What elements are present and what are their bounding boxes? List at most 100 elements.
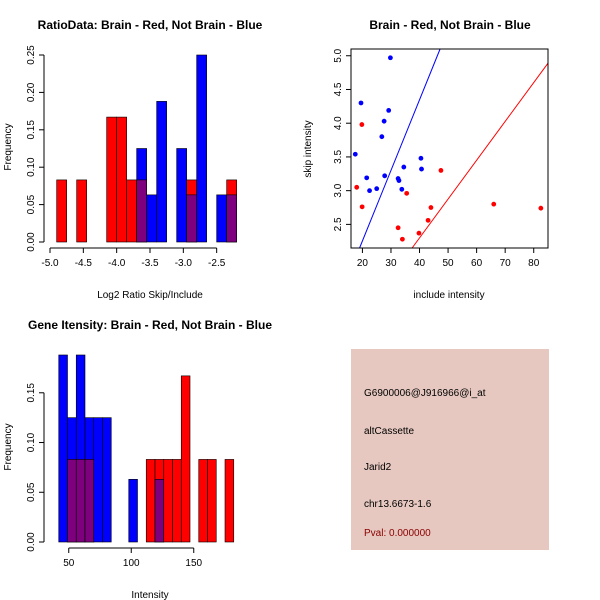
intensity-hist-title: Gene Itensity: Brain - Red, Not Brain - … bbox=[28, 318, 272, 332]
ratio-hist-xlabel: Log2 Ratio Skip/Include bbox=[97, 290, 203, 301]
intensity-hist-bars bbox=[58, 354, 235, 543]
info-location: chr13.6673-1.6 bbox=[364, 499, 432, 510]
info-probe-id: G6900006@J916966@i_at bbox=[364, 388, 486, 399]
scatter-y-tick-label: 3.5 bbox=[333, 150, 344, 164]
ratio-hist-bar-brain bbox=[126, 179, 137, 243]
ratio-hist-bars bbox=[56, 54, 237, 243]
intensity-hist-x-tick-label: 100 bbox=[123, 558, 140, 569]
intensity-hist-y-tick-label: 0.00 bbox=[26, 532, 37, 552]
intensity-hist-ylabel: Frequency bbox=[3, 423, 14, 470]
intensity-hist-bar-overlap bbox=[84, 459, 95, 543]
intensity-hist-bar-brain bbox=[198, 459, 208, 543]
scatter-point-brain bbox=[359, 122, 365, 127]
scatter-point-not-brain bbox=[386, 107, 392, 113]
scatter-point-brain bbox=[438, 168, 444, 173]
info-event-type: altCassette bbox=[364, 426, 414, 437]
scatter-y-tick-label: 4.0 bbox=[333, 116, 344, 130]
intensity-hist-bar-overlap bbox=[75, 459, 86, 543]
intensity-hist-xlabel: Intensity bbox=[131, 590, 168, 600]
scatter-point-not-brain bbox=[352, 151, 358, 157]
ratio-hist-x-tick-label: -3.0 bbox=[175, 258, 193, 269]
scatter-ylabel: skip intensity bbox=[303, 120, 314, 177]
ratio-hist-bar-not-brain bbox=[216, 194, 227, 243]
ratio-hist-bar-brain bbox=[56, 179, 67, 243]
scatter-point-not-brain bbox=[367, 188, 372, 194]
intensity-hist-bar-brain bbox=[163, 459, 173, 543]
intensity-hist-bar-not-brain bbox=[102, 417, 112, 543]
ratio-hist-ylabel: Frequency bbox=[3, 123, 14, 170]
ratio-hist-bar-not-brain bbox=[146, 194, 157, 243]
ratio-hist-bar-overlap bbox=[186, 194, 197, 243]
scatter-frame bbox=[350, 48, 549, 249]
ratio-hist-x-tick-label: -3.5 bbox=[141, 258, 159, 269]
info-gene: Jarid2 bbox=[364, 462, 392, 473]
ratio-hist-x-tick-label: -2.5 bbox=[208, 258, 226, 269]
scatter-x-tick-label: 40 bbox=[414, 258, 426, 269]
not-brain-fit-line bbox=[359, 48, 441, 249]
scatter-y-tick-label: 5.0 bbox=[333, 48, 344, 62]
intensity-hist-bar-brain bbox=[224, 459, 235, 543]
scatter-point-brain bbox=[354, 184, 360, 190]
scatter-y-tick-label: 2.5 bbox=[333, 217, 344, 231]
intensity-hist-bar-overlap bbox=[67, 459, 77, 543]
scatter-point-not-brain bbox=[401, 164, 407, 170]
scatter-point-brain bbox=[538, 205, 544, 211]
scatter-x-tick-label: 20 bbox=[357, 258, 369, 269]
ratio-hist-bar-brain bbox=[106, 116, 117, 243]
ratio-hist-bar-not-brain bbox=[156, 101, 167, 243]
intensity-hist-bar-not-brain bbox=[58, 354, 68, 543]
intensity-hist-x-tick-label: 50 bbox=[63, 558, 75, 569]
intensity-hist-bar-brain bbox=[180, 375, 191, 543]
ratio-hist-bar-not-brain bbox=[176, 148, 187, 243]
ratio-hist-title: RatioData: Brain - Red, Not Brain - Blue bbox=[38, 18, 263, 32]
scatter-point-not-brain bbox=[358, 100, 364, 106]
scatter-fit-lines bbox=[359, 48, 549, 249]
scatter-point-not-brain bbox=[388, 55, 393, 61]
scatter-point-not-brain bbox=[379, 134, 385, 140]
info-pval: Pval: 0.000000 bbox=[364, 528, 431, 539]
scatter-x-tick-label: 80 bbox=[528, 258, 540, 269]
intensity-hist-y-tick-label: 0.10 bbox=[26, 432, 37, 452]
scatter-points bbox=[352, 55, 544, 242]
intensity-hist-axes: 50 100 150 0.00 0.05 0.10 0.15 bbox=[26, 383, 203, 569]
scatter-point-not-brain bbox=[364, 175, 370, 181]
intensity-hist-bar-brain bbox=[207, 459, 217, 543]
scatter-point-not-brain bbox=[396, 178, 402, 183]
intensity-hist-bar-not-brain bbox=[128, 479, 138, 543]
scatter-y-tick-label: 3.0 bbox=[333, 183, 344, 197]
scatter-point-brain bbox=[399, 236, 405, 242]
brain-fit-line bbox=[411, 62, 549, 249]
scatter-xlabel: include intensity bbox=[413, 290, 484, 301]
scatter-point-not-brain bbox=[418, 155, 424, 161]
scatter-x-tick-label: 30 bbox=[385, 258, 397, 269]
ratio-hist-bar-overlap bbox=[226, 194, 237, 243]
scatter-point-not-brain bbox=[419, 166, 424, 172]
ratio-hist-bar-not-brain bbox=[196, 54, 207, 243]
intensity-hist-y-tick-label: 0.05 bbox=[26, 482, 37, 502]
ratio-hist-x-tick-label: -4.5 bbox=[75, 258, 93, 269]
intensity-hist-bar-brain bbox=[145, 459, 156, 543]
scatter-point-not-brain bbox=[382, 173, 388, 179]
ratio-hist-bar-brain bbox=[76, 179, 87, 243]
scatter-title: Brain - Red, Not Brain - Blue bbox=[369, 18, 531, 32]
scatter-point-not-brain bbox=[399, 186, 405, 192]
intensity-hist-y-tick-label: 0.15 bbox=[26, 383, 37, 403]
scatter-point-not-brain bbox=[374, 186, 380, 192]
intensity-hist-x-tick-label: 150 bbox=[185, 558, 202, 569]
ratio-hist-y-tick-label: 0.10 bbox=[26, 157, 37, 177]
scatter-point-not-brain bbox=[381, 118, 387, 124]
ratio-hist-y-tick-label: 0.00 bbox=[26, 232, 37, 252]
scatter-x-tick-label: 60 bbox=[471, 258, 483, 269]
ratio-hist-bar-overlap bbox=[136, 179, 147, 243]
scatter-point-brain bbox=[395, 225, 401, 231]
ratio-hist-y-tick-label: 0.15 bbox=[26, 120, 37, 140]
ratio-hist-bar-brain bbox=[116, 116, 127, 243]
info-panel bbox=[351, 349, 549, 550]
scatter-point-brain bbox=[491, 201, 497, 207]
ratio-hist-axes: -5.0 -4.5 -4.0 -3.5 -3.0 -2.5 0.00 0.05 0.10 0.15… bbox=[26, 45, 226, 269]
scatter-y-tick-label: 4.5 bbox=[333, 82, 344, 96]
scatter-point-brain bbox=[416, 230, 422, 236]
scatter-point-brain bbox=[404, 190, 410, 196]
scatter-x-tick-label: 50 bbox=[443, 258, 455, 269]
